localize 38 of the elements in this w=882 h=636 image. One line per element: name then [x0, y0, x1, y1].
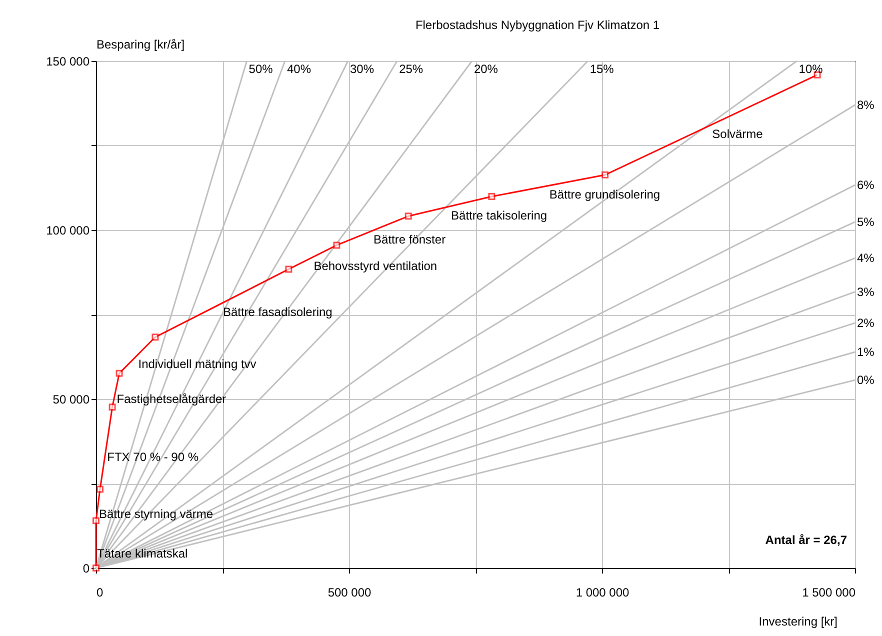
series-label: 25%	[399, 62, 424, 76]
x-tick-label: 500 000	[328, 586, 372, 600]
x-tick-label: 0	[96, 586, 104, 600]
annotation: Bättre fönster	[374, 232, 446, 247]
annotation: Bättre grundisolering	[549, 188, 660, 202]
y-axis-title: Besparing [kr/år]	[96, 38, 185, 52]
annotation: Behovsstyrd ventilation	[314, 259, 438, 274]
series-label: 15%	[590, 62, 614, 76]
annotation: Solvärme	[712, 126, 764, 141]
x-tick-label: 1 000 000	[576, 586, 630, 600]
series-label: 40%	[286, 62, 312, 76]
y-tick-label: 100 000	[46, 224, 90, 238]
annotation: Fastighetselåtgärder	[116, 392, 226, 406]
series-label: 6%	[857, 178, 875, 192]
y-tick-label: 150 000	[46, 54, 90, 68]
series-label: 8%	[857, 98, 875, 112]
x-tick-label: 1 500 000	[802, 586, 856, 600]
chart-title: Flerbostadshus Nybyggnation Fjv Klimatzon 1	[415, 18, 660, 32]
series-label: 10%	[798, 62, 824, 76]
annotation: Bättre fasadisolering	[222, 305, 332, 320]
annotation: Antal år = 26,7	[765, 533, 848, 547]
annotation: Bättre takisolering	[451, 208, 548, 222]
y-tick-label: 50 000	[52, 392, 90, 406]
series-label: 20%	[474, 62, 498, 76]
x-axis-title: Investering [kr]	[758, 614, 838, 628]
series-label: 2%	[857, 316, 875, 330]
annotation: FTX 70 % - 90 %	[107, 450, 199, 464]
annotation: Individuell mätning tvv	[138, 357, 256, 372]
y-tick-label: 0	[82, 562, 90, 576]
series-label: 50%	[248, 62, 274, 76]
annotation: Tätare klimatskal	[97, 546, 188, 560]
series-label: 0%	[857, 373, 875, 388]
annotation: Bättre styrning värme	[99, 506, 214, 521]
series-label: 3%	[857, 284, 875, 299]
series-label: 5%	[857, 214, 875, 229]
series-label: 30%	[350, 62, 374, 76]
series-label: 1%	[857, 345, 875, 360]
series-label: 4%	[857, 251, 875, 266]
